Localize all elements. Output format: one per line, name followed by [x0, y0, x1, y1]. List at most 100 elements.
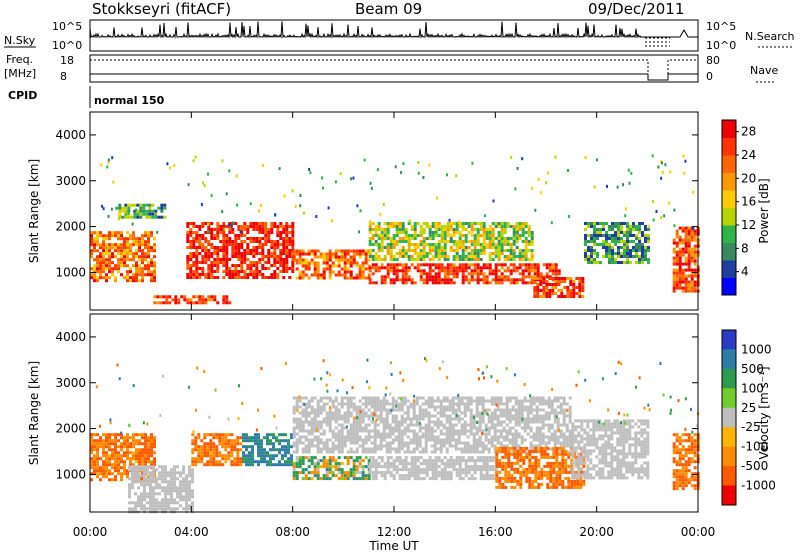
- heatmap-cell: [362, 430, 365, 433]
- heatmap-cell: [444, 278, 447, 281]
- heatmap-cell: [293, 253, 296, 256]
- heatmap-cell: [617, 234, 620, 237]
- heatmap-cell: [344, 474, 347, 477]
- heatmap-cell: [123, 445, 126, 448]
- heatmap-cell: [93, 466, 96, 469]
- heatmap-cell: [440, 451, 443, 454]
- heatmap-cell: [539, 439, 542, 442]
- heatmap-cell: [365, 400, 368, 403]
- heatmap-cell: [685, 233, 688, 236]
- heatmap-cell: [233, 445, 236, 448]
- heatmap-cell: [465, 263, 468, 266]
- heatmap-cell: [146, 471, 149, 474]
- heatmap-cell: [423, 471, 426, 474]
- heatmap-cell: [419, 436, 422, 439]
- heatmap-cell: [387, 456, 390, 459]
- heatmap-cell: [141, 460, 144, 463]
- nsearch-label: N.Search: [745, 30, 795, 43]
- heatmap-cell: [396, 465, 399, 468]
- heatmap-cell: [527, 412, 530, 415]
- heatmap-cell: [293, 430, 296, 433]
- heatmap-cell: [464, 397, 467, 400]
- heatmap-cell: [134, 465, 137, 468]
- heatmap-cell: [144, 231, 147, 234]
- heatmap-cell: [474, 243, 477, 246]
- heatmap-cell: [542, 436, 545, 439]
- heatmap-cell: [305, 412, 308, 415]
- heatmap-cell: [638, 243, 641, 246]
- heatmap-cell: [258, 222, 261, 225]
- heatmap-cell: [458, 439, 461, 442]
- heatmap-cell: [198, 228, 201, 231]
- heatmap-cell: [569, 418, 572, 421]
- heatmap-cell: [209, 457, 212, 460]
- heatmap-cell: [381, 474, 384, 477]
- heatmap-cell: [203, 448, 206, 451]
- heatmap-cell: [170, 498, 173, 501]
- heatmap-cell: [93, 454, 96, 457]
- heatmap-cell: [93, 279, 96, 282]
- heatmap-cell: [417, 474, 420, 477]
- heatmap-cell: [257, 454, 260, 457]
- heatmap-cell: [479, 424, 482, 427]
- heatmap-cell: [644, 249, 647, 252]
- heatmap-cell: [459, 474, 462, 477]
- heatmap-cell: [685, 284, 688, 287]
- heatmap-cell: [302, 253, 305, 256]
- heatmap-cell: [169, 166, 171, 169]
- heatmap-cell: [96, 249, 99, 252]
- heatmap-cell: [396, 278, 399, 281]
- heatmap-cell: [156, 295, 159, 298]
- heatmap-cell: [563, 280, 566, 283]
- heatmap-cell: [431, 406, 434, 409]
- heatmap-cell: [201, 203, 203, 206]
- heatmap-cell: [344, 442, 347, 445]
- heatmap-cell: [546, 275, 549, 278]
- heatmap-cell: [368, 409, 371, 412]
- freq-tick-top: 18: [60, 54, 74, 67]
- heatmap-cell: [344, 421, 347, 424]
- heatmap-cell: [519, 228, 522, 231]
- heatmap-cell: [411, 263, 414, 266]
- heatmap-cell: [425, 424, 428, 427]
- heatmap-cell: [611, 255, 614, 258]
- heatmap-cell: [167, 480, 170, 483]
- heatmap-cell: [590, 261, 593, 264]
- heatmap-cell: [557, 295, 560, 298]
- heatmap-cell: [453, 269, 456, 272]
- heatmap-cell: [273, 240, 276, 243]
- heatmap-cell: [161, 465, 164, 468]
- heatmap-cell: [420, 468, 423, 471]
- heatmap-cell: [456, 228, 459, 231]
- heatmap-cell: [673, 284, 676, 287]
- heatmap-cell: [257, 439, 260, 442]
- heatmap-cell: [480, 468, 483, 471]
- heatmap-cell: [551, 409, 554, 412]
- heatmap-cell: [131, 477, 134, 480]
- heatmap-cell: [435, 228, 438, 231]
- heatmap-cell: [617, 231, 620, 234]
- heatmap-cell: [471, 234, 474, 237]
- heatmap-cell: [428, 403, 431, 406]
- heatmap-cell: [284, 454, 287, 457]
- heatmap-cell: [626, 246, 629, 249]
- heatmap-cell: [140, 492, 143, 495]
- heatmap-cell: [504, 231, 507, 234]
- heatmap-cell: [305, 265, 308, 268]
- heatmap-cell: [213, 295, 216, 298]
- heatmap-cell: [449, 409, 452, 412]
- heatmap-cell: [395, 409, 398, 412]
- heatmap-cell: [338, 265, 341, 268]
- heatmap-cell: [488, 421, 491, 424]
- heatmap-cell: [167, 486, 170, 489]
- heatmap-cell: [320, 459, 323, 462]
- heatmap-cell: [293, 445, 296, 448]
- heatmap-cell: [489, 263, 492, 266]
- heatmap-cell: [126, 472, 129, 475]
- heatmap-cell: [341, 468, 344, 471]
- heatmap-cell: [150, 234, 153, 237]
- heatmap-cell: [494, 427, 497, 430]
- heatmap-cell: [332, 442, 335, 445]
- heatmap-cell: [455, 412, 458, 415]
- heatmap-cell: [276, 246, 279, 249]
